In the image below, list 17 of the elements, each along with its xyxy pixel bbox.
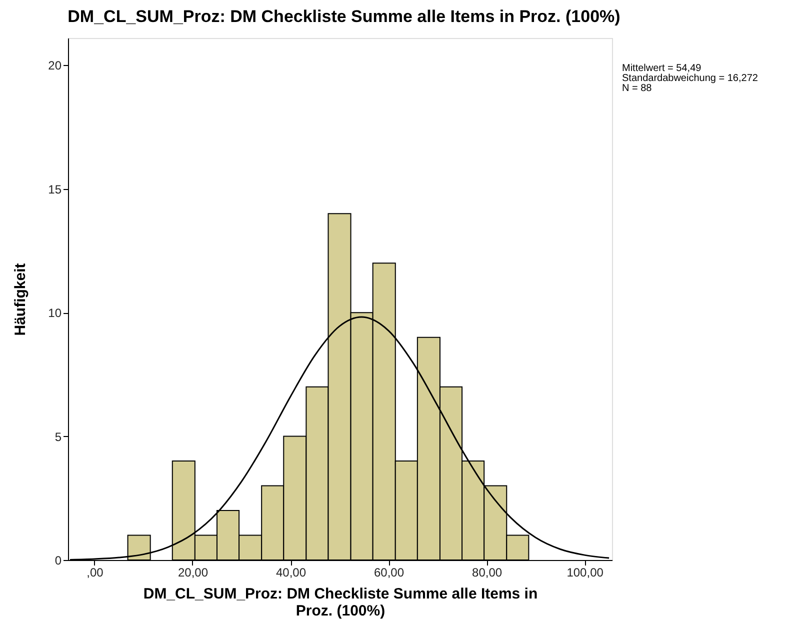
x-axis-title: DM_CL_SUM_Proz: DM Checkliste Summe alle Items in Proz. (100%) — [143, 586, 538, 620]
y-tick-label: 10 — [48, 306, 62, 320]
x-tick-label: 80,00 — [472, 566, 502, 580]
x-tick-label: 20,00 — [178, 566, 208, 580]
chart-title: DM_CL_SUM_Proz: DM Checkliste Summe alle Items in Proz. (100%) — [68, 7, 620, 26]
y-tick-label: 15 — [48, 182, 62, 196]
text: Standardabweichung = 16,272 — [622, 73, 758, 84]
y-axis-title: Häufigkeit — [12, 263, 30, 336]
y-tick-label: 0 — [54, 554, 62, 568]
x-tick-label: 40,00 — [276, 566, 306, 580]
y-tick-label: 5 — [54, 430, 62, 444]
text: N = 88 — [622, 83, 652, 94]
text: Mittelwert = 54,49 — [622, 63, 702, 74]
y-tick-label: 20 — [48, 58, 62, 73]
x-tick-label: 60,00 — [374, 566, 404, 580]
x-tick-label: 100,00 — [566, 566, 604, 580]
x-tick-label: ,00 — [86, 566, 104, 580]
